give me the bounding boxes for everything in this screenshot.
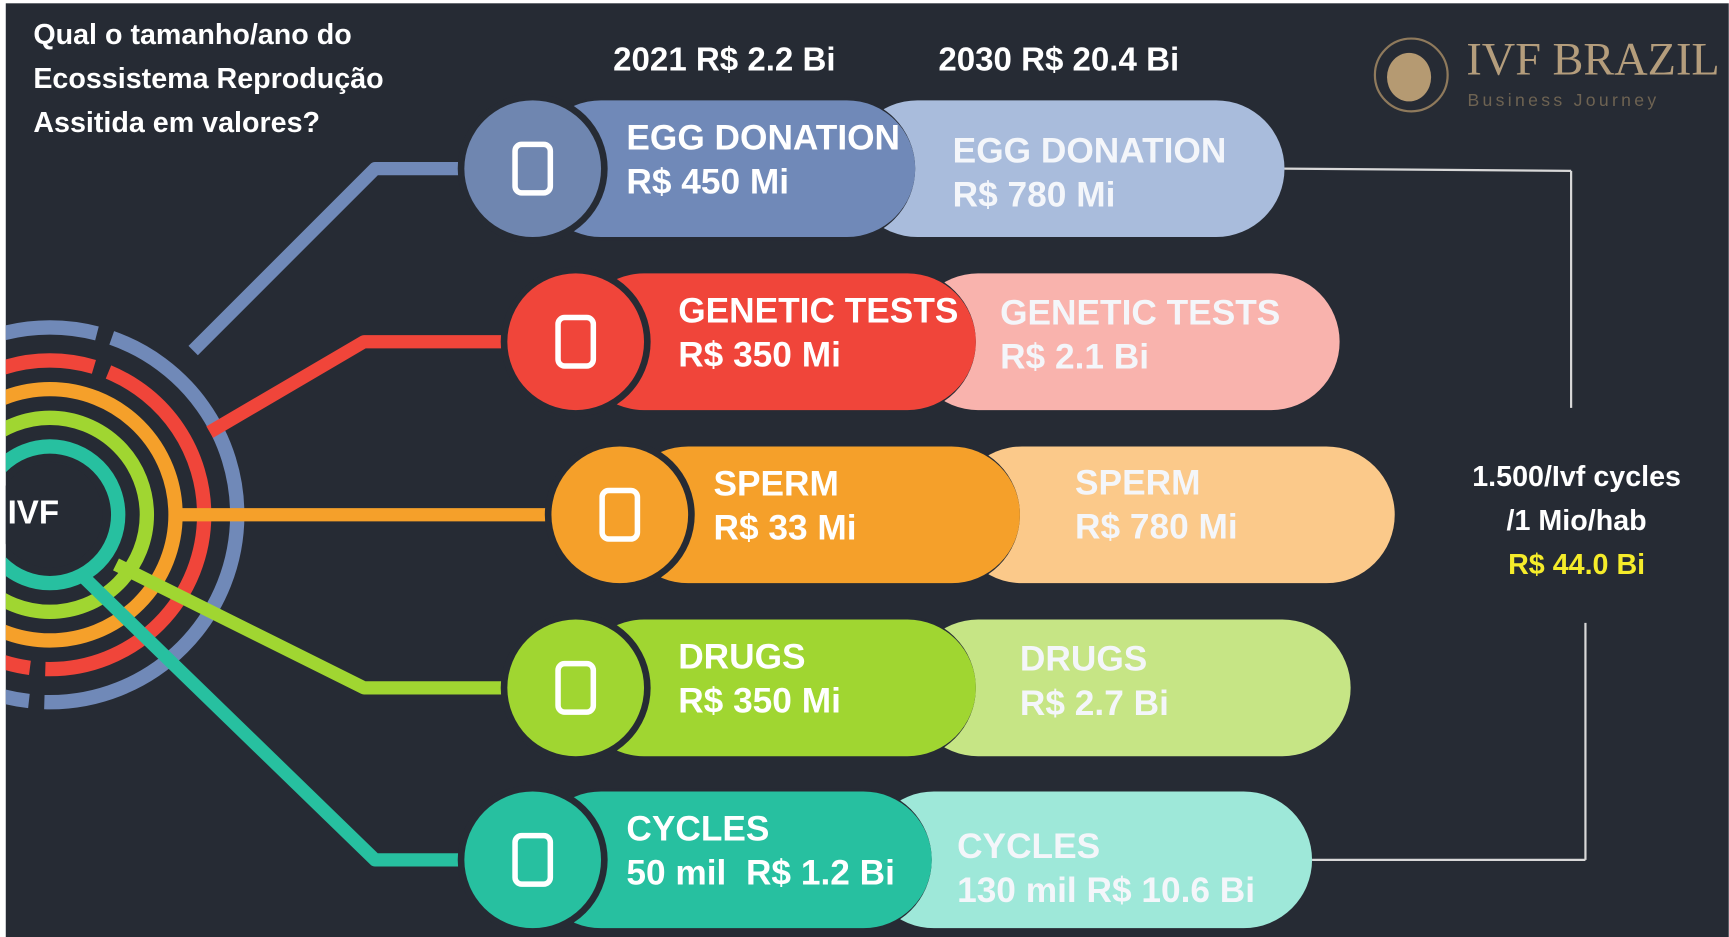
value-2021: 50 mil R$ 1.2 Bi [626, 854, 895, 893]
pill-2021 [532, 791, 932, 929]
label-2021: CYCLES [626, 809, 769, 848]
pill-2030 [953, 446, 1395, 584]
label-2021: GENETIC TESTS [678, 291, 958, 330]
value-2021: R$ 33 Mi [713, 509, 856, 548]
pill-2021 [619, 446, 1020, 584]
logo-mark [1387, 52, 1432, 102]
header-2021: 2021 R$ 2.2 Bi [613, 41, 835, 78]
label-2030: DRUGS [1020, 640, 1147, 679]
icon [512, 141, 554, 196]
value-2030: R$ 780 Mi [1075, 507, 1238, 546]
icon-disc [464, 791, 602, 929]
pill-2030 [865, 791, 1313, 929]
icon-disc [551, 446, 689, 584]
value-2021: R$ 350 Mi [678, 335, 841, 374]
side-note-total: R$ 44.0 Bi [1508, 549, 1645, 581]
connector [75, 568, 486, 867]
label-2030: GENETIC TESTS [1000, 294, 1280, 333]
center-disc [5, 461, 103, 568]
value-2021: R$ 450 Mi [626, 162, 789, 201]
ring [5, 439, 126, 591]
center-label: IVF [8, 495, 59, 532]
question-line: Qual o tamanho/ano do [33, 19, 351, 51]
icon-disc [464, 100, 602, 238]
icon-disc [507, 273, 645, 411]
label-2030: CYCLES [957, 827, 1100, 866]
pill-2030 [909, 619, 1351, 757]
label-2021: EGG DONATION [626, 118, 900, 157]
icon [512, 832, 554, 887]
pill-2030 [909, 273, 1340, 411]
connector [188, 162, 486, 356]
value-2030: R$ 780 Mi [953, 176, 1116, 215]
logo-name: IVF BRAZIL [1466, 35, 1719, 86]
icon [599, 487, 641, 542]
logo-ring [1373, 37, 1449, 113]
icon [555, 660, 597, 715]
ring [5, 410, 155, 619]
pill-2021 [575, 619, 976, 757]
connector [206, 335, 530, 438]
label-2021: SPERM [713, 464, 838, 503]
pill-2021 [575, 273, 976, 411]
value-2030: R$ 2.1 Bi [1000, 338, 1149, 377]
ring [5, 382, 183, 648]
label-2030: SPERM [1075, 463, 1200, 502]
icon [555, 314, 597, 369]
side-note: 1.500/Ivf cycles [1472, 461, 1681, 493]
bracket [1284, 167, 1572, 172]
value-2030: 130 mil R$ 10.6 Bi [957, 871, 1255, 910]
label-2030: EGG DONATION [953, 132, 1227, 171]
pill-2030 [849, 100, 1285, 238]
connector [113, 558, 530, 695]
icon-disc [507, 619, 645, 757]
value-2030: R$ 2.7 Bi [1020, 684, 1169, 723]
value-2021: R$ 350 Mi [678, 682, 841, 721]
header-2030: 2030 R$ 20.4 Bi [938, 41, 1179, 78]
question-line: Ecossistema Reprodução [33, 63, 383, 95]
label-2021: DRUGS [678, 638, 805, 677]
logo-tagline: Business Journey [1467, 90, 1659, 110]
side-note: /1 Mio/hab [1507, 505, 1647, 537]
pill-2021 [532, 100, 916, 238]
question-line: Assitida em valores? [33, 107, 320, 139]
